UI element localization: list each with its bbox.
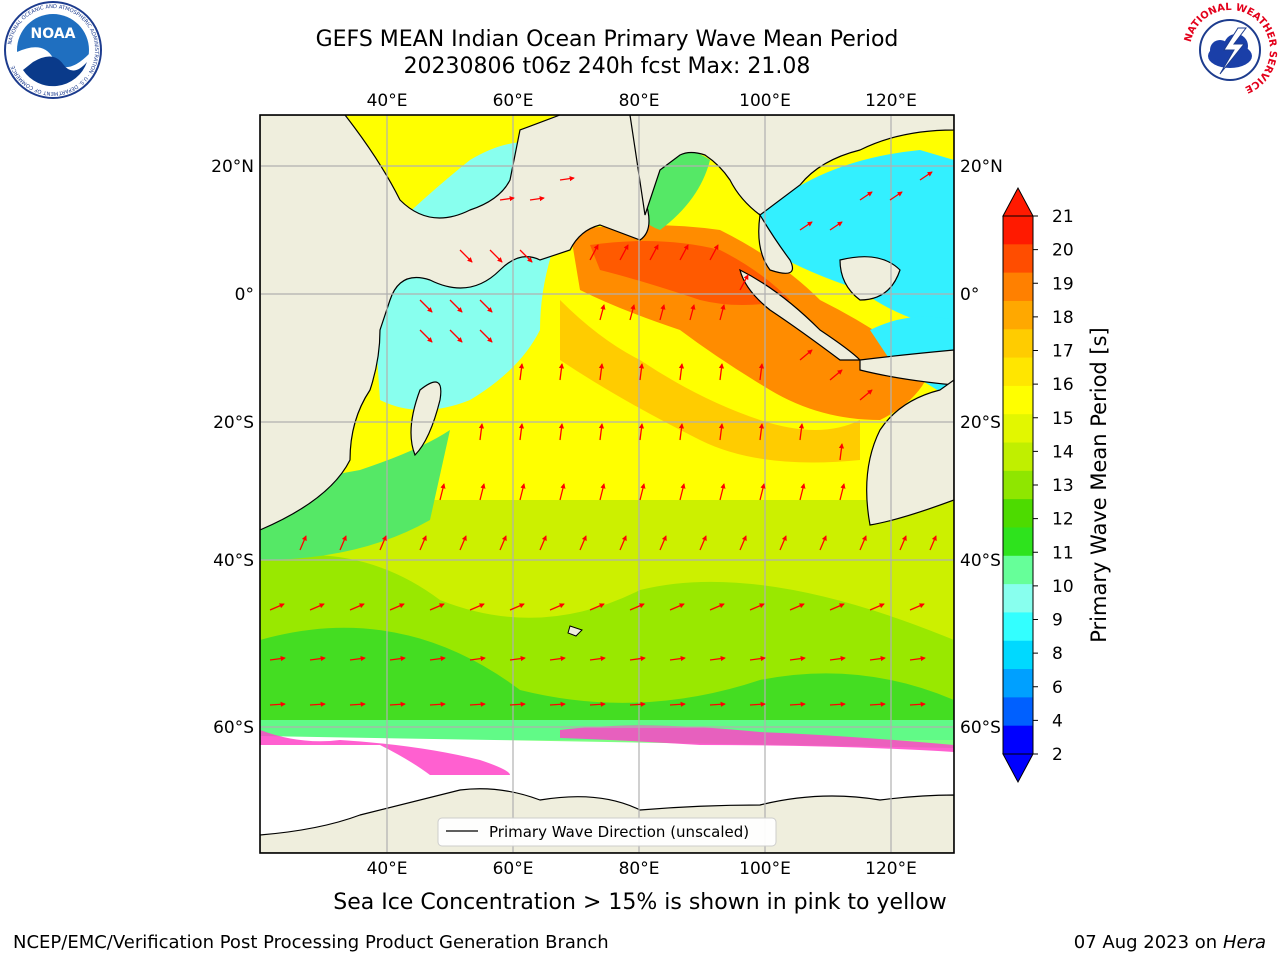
colorbar-segment: [1003, 244, 1033, 274]
colorbar-tick-label: 10: [1052, 577, 1074, 597]
southern-band-3: [260, 627, 954, 740]
colorbar-segment: [1003, 612, 1033, 642]
south-china-sea-cyan: [760, 150, 954, 330]
colorbar-tick-label: 17: [1052, 342, 1074, 362]
lon-tick-top-40e: 40°E: [367, 91, 408, 111]
lon-ticks-bottom: 40°E 60°E 80°E 100°E 120°E: [367, 859, 917, 879]
colorbar-tick-label: 18: [1052, 308, 1074, 328]
kerguelen-island: [567, 625, 583, 637]
map-legend: Primary Wave Direction (unscaled): [437, 817, 777, 847]
colorbar-segment: [1003, 216, 1033, 245]
legend-label: Primary Wave Direction (unscaled): [489, 823, 749, 841]
colorbar-label: Primary Wave Mean Period [s]: [1087, 327, 1111, 643]
title-line-2: 20230806 t06z 240h fcst Max: 21.08: [403, 54, 811, 79]
noaa-wordmark: NOAA: [31, 26, 76, 42]
lon-tick-bottom-40e: 40°E: [367, 859, 408, 879]
map-area: Primary Wave Direction (unscaled): [260, 115, 954, 853]
lon-tick-bottom-120e: 120°E: [865, 859, 917, 879]
colorbar-segment: [1003, 527, 1033, 557]
footer-date-text: 07 Aug 2023 on: [1073, 932, 1218, 953]
noaa-logo: NOAA NATIONAL OCEANIC AND ATMOSPHERIC AD…: [4, 1, 102, 99]
colorbar-tick-label: 8: [1052, 644, 1063, 664]
colorbar-tick-label: 4: [1052, 711, 1063, 731]
colorbar: 21 20 19 18 17 16 15 14 13 12 11 10 9 8 6 4 2 Primary Wa…: [1002, 186, 1111, 784]
lat-tick-right-40s: 40°S: [960, 551, 1001, 571]
java-land: [859, 349, 954, 386]
gold-band: [560, 300, 860, 463]
lon-tick-bottom-80e: 80°E: [619, 859, 660, 879]
lat-tick-left-20s: 20°S: [213, 413, 254, 433]
lon-tick-top-60e: 60°E: [493, 91, 534, 111]
sea-ice-note: Sea Ice Concentration > 15% is shown in …: [333, 890, 947, 915]
colorbar-segment: [1003, 697, 1033, 727]
colorbar-segment: [1003, 499, 1033, 529]
colorbar-segment: [1003, 725, 1033, 755]
africa-arabia-land: [260, 115, 650, 531]
colorbar-tick-label: 2: [1052, 745, 1063, 765]
sea-ice-pink-east: [560, 725, 954, 752]
wave-direction-arrows: [269, 171, 937, 707]
lon-tick-bottom-100e: 100°E: [739, 859, 791, 879]
colorbar-tick-label: 16: [1052, 375, 1074, 395]
lat-tick-left-40s: 40°S: [213, 551, 254, 571]
lon-tick-top-80e: 80°E: [619, 91, 660, 111]
sea-ice-pink: [260, 730, 510, 775]
lat-ticks-left: 20°N 0° 20°S 40°S 60°S: [211, 157, 254, 738]
malay-peninsula: [758, 213, 794, 274]
lat-tick-right-0: 0°: [960, 285, 979, 305]
colorbar-tick-label: 9: [1052, 611, 1063, 631]
colorbar-segment: [1003, 669, 1033, 698]
lon-tick-top-100e: 100°E: [739, 91, 791, 111]
madagascar-land: [410, 381, 442, 457]
footer-machine: Hera: [1222, 932, 1266, 953]
asia-land: [629, 115, 954, 216]
colorbar-tick-label: 20: [1052, 241, 1074, 261]
colorbar-under-triangle: [1002, 753, 1034, 784]
colorbar-tick-label: 19: [1052, 274, 1074, 294]
lat-tick-left-60s: 60°S: [213, 718, 254, 738]
colorbar-segment: [1003, 584, 1033, 614]
colorbar-segment: [1003, 555, 1033, 585]
colorbar-segment: [1003, 272, 1033, 302]
lat-tick-right-60s: 60°S: [960, 718, 1001, 738]
colorbar-segment: [1003, 329, 1033, 359]
lon-ticks-top: 40°E 60°E 80°E 100°E 120°E: [367, 91, 917, 111]
colorbar-segment: [1003, 442, 1033, 472]
lon-tick-top-120e: 120°E: [865, 91, 917, 111]
footer-credit: NCEP/EMC/Verification Post Processing Pr…: [13, 932, 609, 953]
colorbar-tick-label: 15: [1052, 409, 1074, 429]
colorbar-tick-label: 14: [1052, 442, 1074, 462]
colorbar-tick-label: 11: [1052, 543, 1074, 563]
colorbar-segment: [1003, 357, 1033, 387]
colorbar-over-triangle: [1002, 186, 1034, 217]
lat-tick-right-20n: 20°N: [960, 157, 1003, 177]
colorbar-tick-label: 6: [1052, 678, 1063, 698]
lat-tick-right-20s: 20°S: [960, 413, 1001, 433]
colorbar-segment: [1003, 385, 1033, 415]
lat-tick-left-20n: 20°N: [211, 157, 254, 177]
colorbar-segment: [1003, 414, 1033, 444]
australia-land: [866, 379, 954, 526]
lon-tick-bottom-60e: 60°E: [493, 859, 534, 879]
colorbar-tick-label: 13: [1052, 476, 1074, 496]
map-frame: [259, 114, 955, 854]
title-line-1: GEFS MEAN Indian Ocean Primary Wave Mean…: [315, 27, 899, 52]
west-band: [260, 430, 450, 560]
colorbar-segment: [1003, 470, 1033, 500]
colorbar-tick-label: 21: [1052, 207, 1074, 227]
footer-date: 07 Aug 2023 on Hera: [1074, 932, 1266, 953]
lat-tick-left-0: 0°: [235, 285, 254, 305]
colorbar-segment: [1003, 300, 1033, 330]
colorbar-segments: [1003, 216, 1033, 755]
colorbar-ticks: 21 20 19 18 17 16 15 14 13 12 11 10 9 8 6 4 2: [1033, 207, 1074, 765]
nws-logo: NATIONAL WEATHER SERVICE: [1182, 2, 1278, 98]
colorbar-tick-label: 12: [1052, 510, 1074, 530]
lat-ticks-right: 20°N 0° 20°S 40°S 60°S: [960, 157, 1003, 738]
graticule: [260, 115, 954, 853]
figure-title: GEFS MEAN Indian Ocean Primary Wave Mean…: [0, 26, 1214, 80]
borneo-land: [839, 256, 901, 301]
colorbar-segment: [1003, 640, 1033, 670]
